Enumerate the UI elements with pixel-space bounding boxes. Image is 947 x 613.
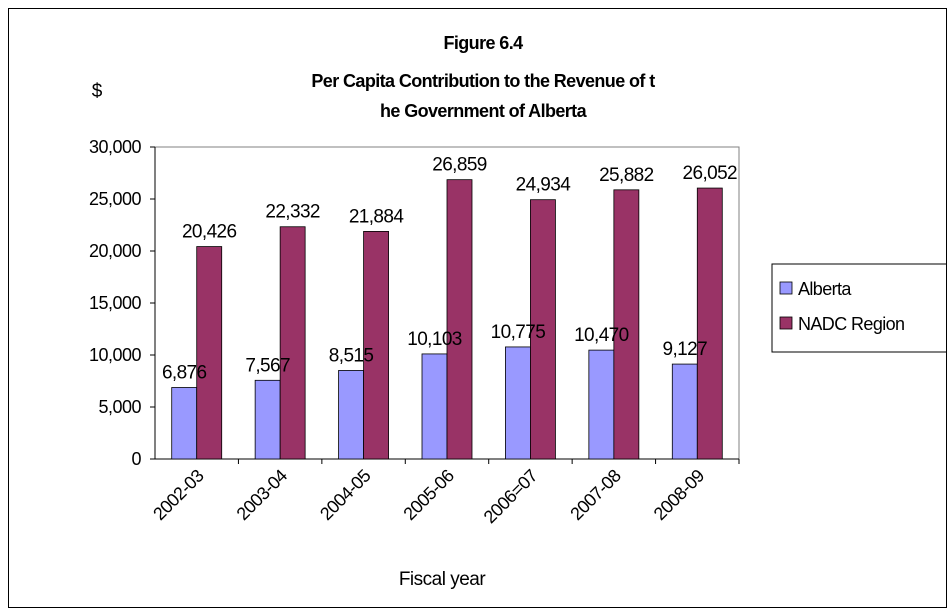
x-tick-label: 2003-04 (233, 465, 292, 524)
legend-label-alberta: Alberta (798, 279, 852, 299)
bar-nadc-region (196, 246, 223, 460)
x-tick-label: 2008-09 (650, 465, 709, 524)
y-axis-label: $ (92, 81, 103, 102)
data-label: 6,876 (162, 362, 207, 383)
bar-nadc-region (530, 199, 556, 460)
data-label: 10,470 (574, 325, 629, 346)
y-tick-label: 10,000 (89, 345, 142, 365)
data-label: 10,103 (407, 329, 462, 350)
bar-nadc-region (363, 231, 389, 460)
x-axis-label: Fiscal year (399, 569, 487, 590)
bar-alberta (421, 353, 448, 460)
chart-title-line-1: Figure 6.4 (443, 33, 523, 53)
data-label: 7,567 (245, 355, 290, 376)
y-tick-label: 30,000 (89, 137, 142, 157)
chart-svg: Figure 6.4 Per Capita Contribution to th… (89, 33, 946, 590)
y-tick-label: 0 (131, 449, 141, 469)
bar-alberta (254, 379, 281, 460)
legend-swatch-alberta (779, 281, 793, 295)
data-label: 24,934 (516, 175, 572, 196)
bar-alberta (171, 387, 198, 460)
bar-nadc-region (696, 187, 723, 460)
legend: Alberta NADC Region (771, 263, 946, 353)
data-label: 10,775 (491, 322, 546, 343)
legend-box (771, 263, 946, 353)
legend-label-nadc-region: NADC Region (798, 314, 904, 334)
chart-frame: Figure 6.4 Per Capita Contribution to th… (8, 8, 947, 608)
data-label: 26,859 (432, 155, 487, 176)
chart-title-line-2: Per Capita Contribution to the Revenue o… (311, 71, 655, 91)
data-label: 22,332 (265, 202, 320, 223)
bar-alberta (671, 363, 698, 460)
data-label: 26,052 (683, 163, 738, 184)
data-label: 21,884 (349, 206, 405, 227)
bar-alberta (505, 346, 531, 460)
bar-nadc-region (446, 179, 473, 460)
y-tick-label: 5,000 (98, 397, 141, 417)
bar-alberta (588, 349, 615, 460)
bar-nadc-region (613, 189, 640, 460)
data-label: 25,882 (599, 165, 654, 186)
data-label: 8,515 (329, 345, 374, 366)
x-tick-label: 2002-03 (149, 465, 208, 524)
y-tick-label: 20,000 (89, 241, 142, 261)
x-tick-label: 2006=07 (480, 465, 542, 527)
y-tick-label: 15,000 (89, 293, 142, 313)
bar-alberta (338, 370, 364, 460)
x-tick-label: 2005-06 (399, 465, 458, 524)
x-tick-label: 2004-05 (316, 465, 375, 524)
plot-layer: 0 5,000 10,000 15,000 20,000 25,000 30,000 6,87… (89, 137, 740, 527)
data-label: 9,127 (663, 339, 708, 360)
y-tick-label: 25,000 (89, 189, 142, 209)
legend-swatch-nadc-region (779, 316, 793, 330)
x-tick-label: 2007-08 (566, 465, 625, 524)
bar-nadc-region (279, 226, 306, 460)
data-label: 20,426 (182, 222, 237, 243)
chart-title-line-3: he Government of Alberta (380, 101, 588, 121)
